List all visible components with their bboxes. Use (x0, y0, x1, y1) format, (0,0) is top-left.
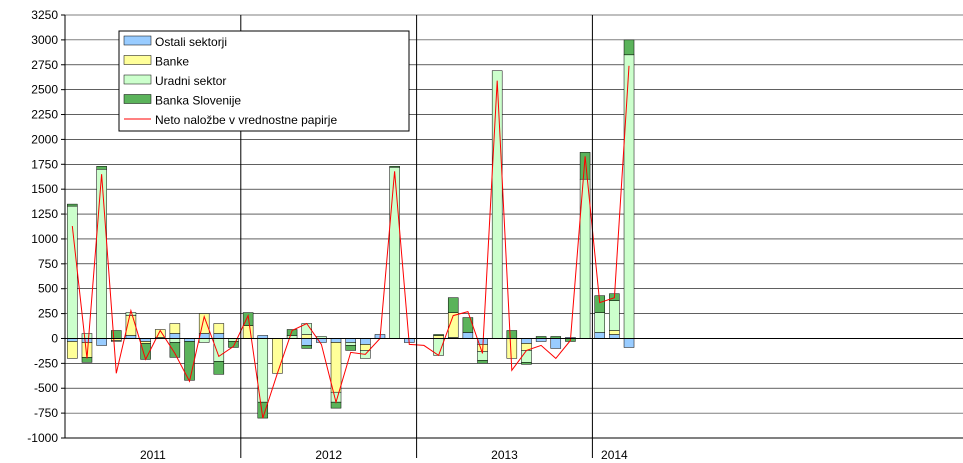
legend-swatch (123, 94, 152, 104)
bar-segment (125, 312, 137, 316)
legend: Ostali sektorji Banke Uradni sektor Banka S… (118, 30, 410, 132)
bar-segment (198, 313, 210, 334)
bar-segment (198, 338, 210, 343)
bar-segment (345, 342, 356, 346)
bar-segment (330, 338, 342, 343)
bar-segment (96, 166, 107, 170)
legend-label: Neto naložbe v vrednostne papirje (155, 113, 337, 127)
y-tick-label: 1500 (31, 182, 58, 196)
bar-segment (360, 344, 371, 351)
legend-label: Ostali sektorji (155, 35, 227, 49)
bar-segment (330, 342, 342, 393)
bar-segment (140, 341, 151, 344)
bar-segment (360, 338, 371, 345)
bar-segment (594, 295, 605, 313)
y-tick-label: 0 (51, 331, 58, 345)
bar-segment (433, 334, 444, 336)
x-year-label: 2014 (601, 448, 628, 462)
bar-segment (301, 334, 312, 339)
x-year-labels: 2011 2012 2013 2014 (140, 448, 628, 462)
bar-segment (96, 338, 107, 346)
x-year-label: 2011 (140, 448, 166, 462)
bar-segment (169, 323, 181, 334)
gridlines (65, 14, 963, 439)
y-tick-label: 2250 (31, 108, 58, 122)
legend-label: Banka Slovenije (155, 94, 241, 108)
bar-segment (213, 323, 225, 334)
bar-segment (111, 340, 122, 342)
bar-segment (389, 167, 400, 339)
legend-swatch (123, 55, 152, 65)
bar-segment (609, 334, 620, 339)
bar-segment (506, 330, 518, 339)
x-year-label: 2012 (315, 448, 342, 462)
bar-segment (272, 338, 283, 374)
bar-segment (301, 338, 312, 346)
bar-segment (521, 350, 532, 363)
bar-segment (462, 332, 474, 339)
bar-segment (579, 152, 591, 180)
legend-swatch (123, 74, 152, 85)
bar-segment (389, 166, 400, 168)
bar-segment (506, 338, 518, 359)
legend-label: Banke (155, 55, 189, 69)
y-tick-label: 250 (38, 307, 58, 321)
bar-segment (169, 338, 181, 343)
legend-label: Uradni sektor (155, 74, 226, 88)
bar-segment (477, 360, 488, 364)
y-tick-label: -1000 (27, 431, 58, 445)
bar-segment (521, 338, 532, 344)
y-tick-label: 3250 (31, 8, 58, 22)
bar-segment (213, 333, 225, 339)
legend-swatch (123, 35, 152, 46)
bar-segment (623, 39, 635, 56)
x-year-label: 2013 (491, 448, 518, 462)
bar-segment (67, 205, 78, 339)
bar-segment (242, 325, 254, 339)
legend-box (118, 30, 410, 132)
bar-segment (154, 329, 166, 338)
y-tick-label: 1750 (31, 157, 58, 171)
bar-segment (67, 341, 78, 359)
bar-segment (169, 333, 181, 339)
y-tick-label: 2750 (31, 58, 58, 72)
y-tick-label: 1250 (31, 207, 58, 221)
bar-segment (594, 332, 605, 339)
bar-segment (96, 169, 107, 339)
axes (61, 14, 963, 458)
bar-segment (345, 338, 356, 343)
bar-segment (623, 338, 635, 348)
bar-segment (213, 338, 225, 362)
y-tick-label: -250 (34, 356, 58, 370)
bar-segment (462, 317, 474, 333)
y-tick-label: -500 (34, 381, 58, 395)
bar-segment (67, 203, 78, 207)
y-tick-label: 1000 (31, 232, 58, 246)
bar-segment (228, 341, 239, 348)
y-tick-label: 2500 (31, 83, 58, 97)
bar-segment (286, 329, 298, 336)
bar-segment (521, 362, 532, 365)
y-tick-label: 3000 (31, 33, 58, 47)
bar-segment (169, 342, 181, 358)
bar-segment (594, 312, 605, 333)
bar-segment (81, 333, 93, 339)
bar-segment (609, 330, 620, 335)
y-tick-label: -750 (34, 406, 58, 420)
bar-segment (623, 54, 635, 339)
y-tick-label: 2000 (31, 132, 58, 146)
bar-segment (345, 345, 356, 351)
bar-segment (550, 338, 562, 349)
bar-segment (213, 361, 225, 375)
bar-segment (301, 345, 312, 349)
y-tick-label: 750 (38, 257, 58, 271)
bar-segment (81, 338, 93, 343)
bar-segment (609, 300, 620, 331)
y-tick-labels: -1000 -750 -500 -250 0 250 500 750 1000 1250 1500 1… (27, 8, 58, 445)
y-tick-label: 500 (38, 282, 58, 296)
bar-segment (447, 297, 459, 313)
bar-segment (491, 70, 503, 339)
bar-segment (140, 343, 151, 360)
